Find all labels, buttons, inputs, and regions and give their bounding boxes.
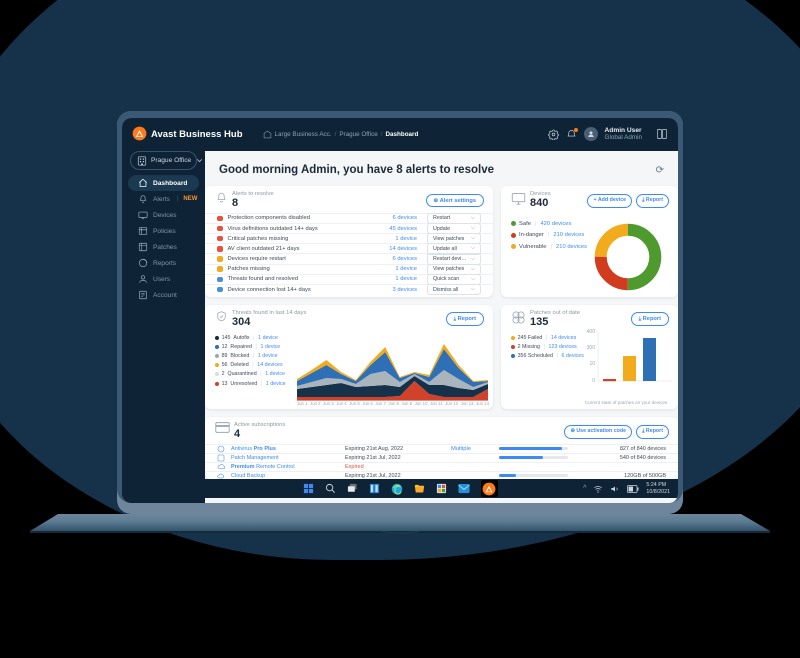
svg-text:400: 400 — [587, 329, 596, 335]
svg-text:10: 10 — [589, 361, 595, 367]
svg-text:0: 0 — [592, 378, 595, 384]
svg-text:300: 300 — [587, 345, 596, 351]
